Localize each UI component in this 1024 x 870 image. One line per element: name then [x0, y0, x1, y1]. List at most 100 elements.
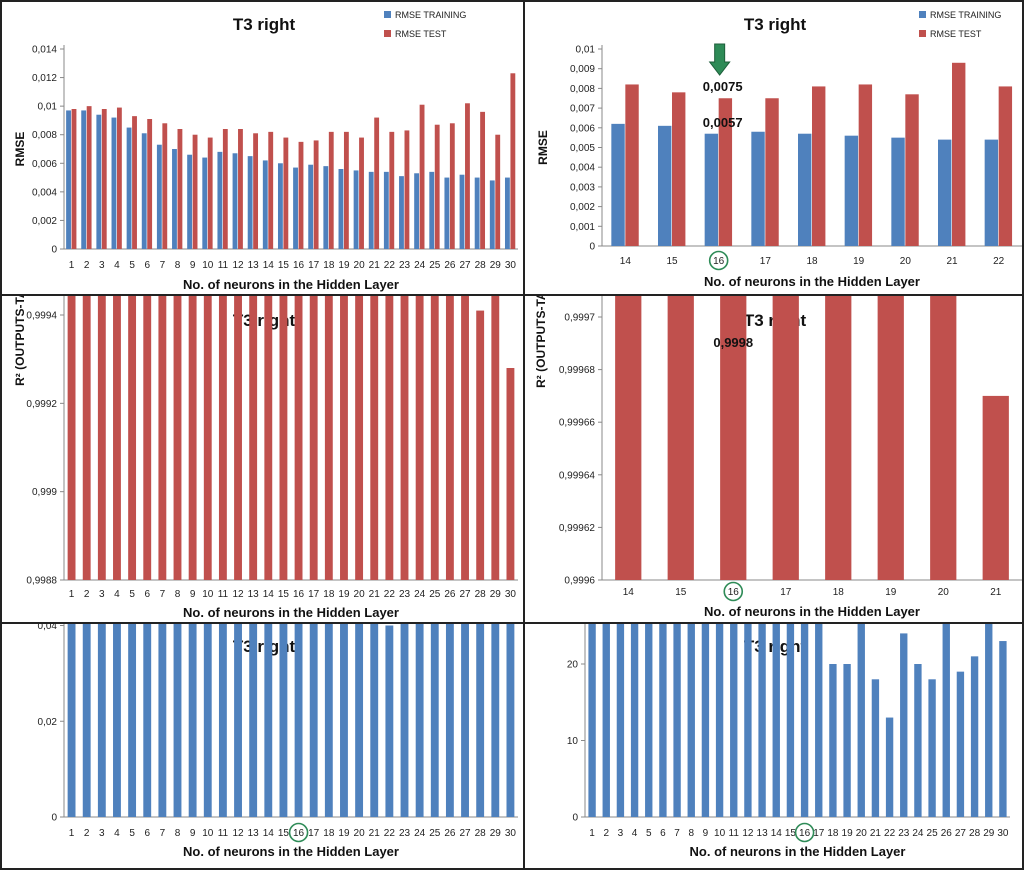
x-tick-label: 26 [444, 589, 456, 600]
bar-training-13 [248, 156, 253, 249]
y-tick-label: 0,9997 [564, 313, 595, 324]
bar-test-19 [340, 296, 348, 580]
y-tick-label: 0 [51, 813, 57, 824]
y-axis-label: R² (OUTPUTS-TARGETS) [13, 296, 27, 386]
x-tick-label: 6 [144, 828, 150, 839]
bar-training-6 [659, 624, 666, 817]
y-tick-label: 0 [51, 245, 57, 256]
x-tick-label: 2 [603, 828, 609, 839]
x-tick-label: 30 [997, 828, 1009, 839]
bar-test-25 [435, 125, 440, 249]
bar-training-26 [444, 178, 449, 249]
bar-test-7 [162, 123, 167, 249]
annotation-label: 0,0057 [703, 115, 743, 130]
bar-training-12 [744, 624, 751, 817]
bar-test-22 [999, 86, 1012, 246]
bar-training-1 [68, 624, 76, 817]
x-tick-label: 4 [114, 589, 120, 600]
x-tick-label: 17 [308, 589, 320, 600]
x-tick-label: 16 [293, 589, 305, 600]
y-axis-label: R² (OUTPUTS-TARGETS) [534, 296, 548, 388]
bar-training-21 [369, 172, 374, 249]
x-tick-label: 19 [338, 260, 350, 271]
x-tick-label: 21 [369, 260, 381, 271]
bar-training-17 [751, 132, 764, 246]
x-tick-label: 21 [369, 828, 381, 839]
x-tick-label: 15 [278, 260, 290, 271]
y-tick-label: 0,001 [570, 222, 595, 233]
bar-training-17 [308, 165, 313, 249]
bar-training-18 [829, 664, 836, 817]
bar-training-25 [928, 679, 935, 817]
chart-time: T3 right00,020,040,060,080,10,120,140,16… [2, 624, 523, 868]
bar-test-20 [930, 296, 956, 580]
bar-training-10 [716, 624, 723, 817]
bar-test-15 [283, 138, 288, 249]
bar-training-8 [174, 624, 182, 817]
x-tick-label: 15 [785, 828, 797, 839]
bar-test-20 [359, 138, 364, 249]
bar-test-29 [491, 296, 499, 580]
x-tick-label: 7 [160, 828, 166, 839]
bar-training-15 [787, 624, 794, 817]
chart-panel-r2-zoom: T3 right0,99960,999620,999640,999660,999… [523, 294, 1024, 624]
bar-training-26 [446, 624, 454, 817]
x-tick-label: 17 [760, 256, 772, 267]
x-tick-label: 22 [993, 256, 1005, 267]
y-tick-label: 0,9988 [26, 576, 57, 587]
bar-training-3 [96, 115, 101, 249]
bar-training-16 [705, 134, 718, 246]
y-tick-label: 0,008 [32, 130, 57, 141]
x-tick-label: 21 [870, 828, 882, 839]
bar-training-19 [339, 169, 344, 249]
bar-test-14 [625, 84, 638, 246]
y-tick-label: 0,012 [32, 73, 57, 84]
x-tick-label: 17 [308, 828, 320, 839]
bar-test-30 [506, 368, 514, 580]
bar-test-19 [878, 296, 904, 580]
x-tick-label: 11 [218, 589, 229, 600]
bar-training-27 [460, 175, 465, 249]
bar-training-28 [475, 178, 480, 249]
x-tick-label: 11 [218, 828, 229, 839]
bar-training-3 [98, 624, 106, 817]
bar-test-22 [389, 132, 394, 249]
x-tick-label: 24 [912, 828, 924, 839]
chart-epochs: T3 right01020304050607080901001234567891… [525, 624, 1022, 868]
bar-training-27 [461, 624, 469, 817]
annotation-label: 0,0075 [703, 79, 743, 94]
bar-training-2 [83, 624, 91, 817]
x-tick-label: 20 [354, 589, 366, 600]
bar-test-8 [174, 296, 182, 580]
x-tick-label: 13 [248, 828, 260, 839]
bar-test-27 [465, 103, 470, 249]
bar-training-20 [858, 624, 865, 817]
bar-training-25 [431, 624, 439, 817]
y-tick-label: 10 [567, 736, 579, 747]
y-tick-label: 0 [589, 242, 595, 253]
bar-test-9 [193, 135, 198, 249]
x-tick-label: 19 [338, 828, 350, 839]
x-tick-label: 17 [813, 828, 825, 839]
legend-label: RMSE TRAINING [395, 10, 466, 20]
y-tick-label: 0,01 [38, 102, 58, 113]
bar-test-17 [765, 98, 778, 246]
bar-training-17 [310, 624, 318, 817]
x-tick-label: 16 [293, 828, 305, 839]
x-tick-label: 10 [202, 589, 214, 600]
bar-test-5 [128, 296, 136, 580]
x-tick-label: 25 [927, 828, 939, 839]
x-tick-label: 15 [675, 587, 687, 598]
bar-test-4 [113, 296, 121, 580]
y-tick-label: 0,005 [570, 143, 595, 154]
x-tick-label: 10 [714, 828, 726, 839]
bar-test-4 [117, 108, 122, 249]
x-tick-label: 5 [129, 828, 135, 839]
x-tick-label: 20 [354, 260, 366, 271]
bar-training-9 [702, 624, 709, 817]
x-tick-label: 11 [218, 260, 229, 271]
chart-r2-all: T3 right0,99880,9990,99920,99940,99960,9… [2, 296, 523, 622]
y-tick-label: 0,002 [570, 202, 595, 213]
x-tick-label: 4 [632, 828, 638, 839]
bar-test-14 [615, 296, 641, 580]
